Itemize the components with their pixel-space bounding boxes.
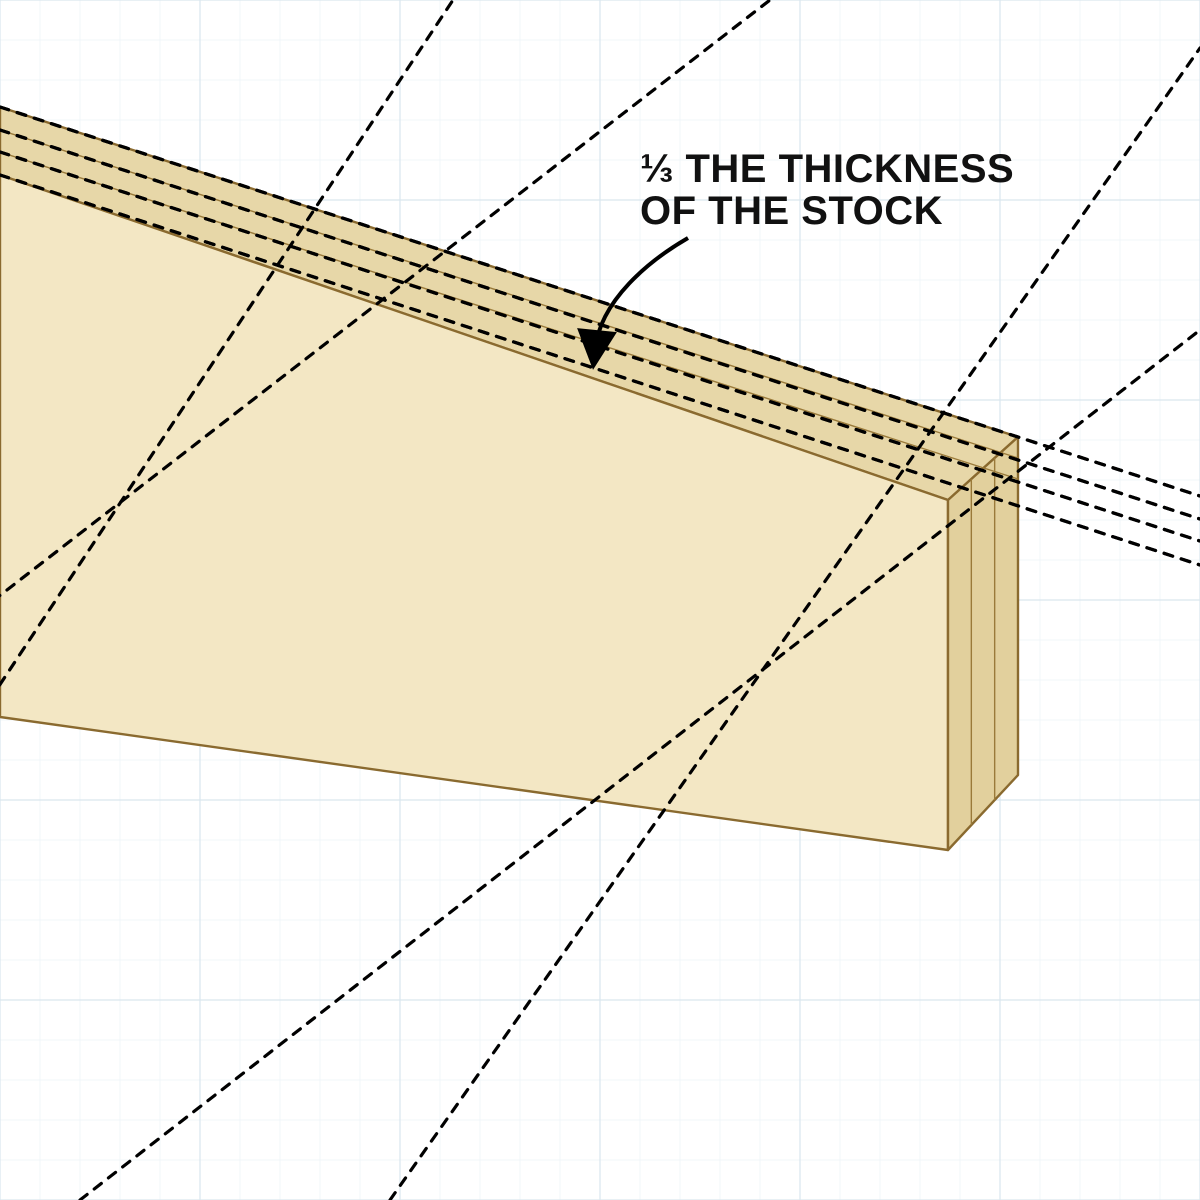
- callout-text: ⅓ THE THICKNESS OF THE STOCK: [640, 148, 1014, 232]
- callout-line-1: ⅓ THE THICKNESS: [640, 148, 1014, 190]
- diagram-canvas: ⅓ THE THICKNESS OF THE STOCK: [0, 0, 1200, 1200]
- diagram-svg: [0, 0, 1200, 1200]
- callout-line-2: OF THE STOCK: [640, 190, 1014, 232]
